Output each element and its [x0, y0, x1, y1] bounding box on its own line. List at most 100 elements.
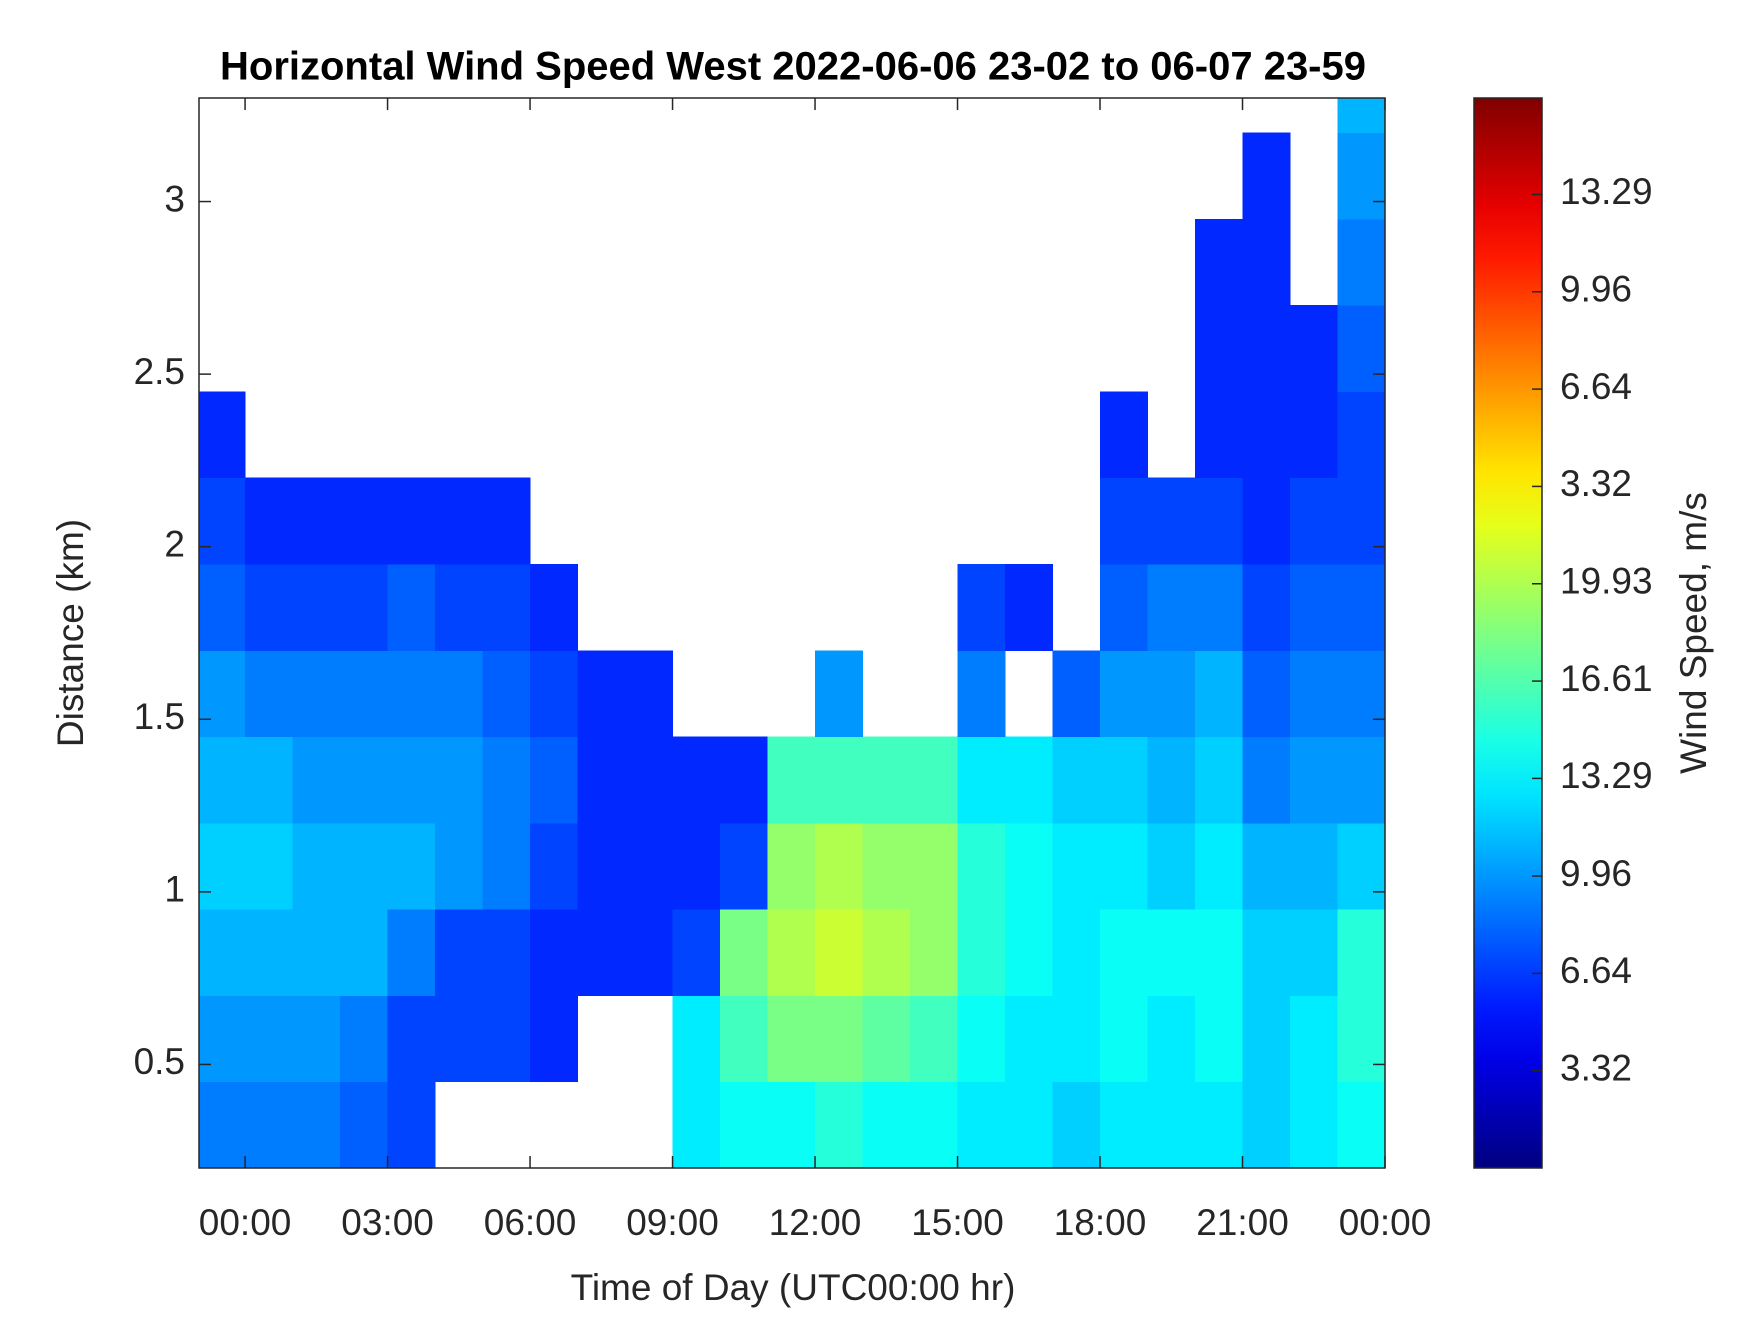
heatmap-cell [1195, 477, 1244, 565]
heatmap-cell [1147, 563, 1196, 651]
heatmap-cell [199, 391, 246, 479]
heatmap-cell [815, 822, 864, 910]
y-tick-label: 2 [164, 523, 185, 564]
heatmap-cell [957, 995, 1006, 1083]
heatmap-cell [1052, 909, 1101, 996]
heatmap-cell [767, 1081, 816, 1169]
heatmap-cell [1052, 736, 1101, 824]
heatmap-cell [1195, 1081, 1244, 1169]
heatmap-cell [530, 995, 579, 1083]
colorbar-tick-label: 6.64 [1560, 366, 1632, 407]
x-tick-label: 06:00 [484, 1202, 577, 1243]
heatmap-cell [1242, 909, 1291, 996]
heatmap-cell [957, 1081, 1006, 1169]
heatmap-cell [672, 995, 721, 1083]
heatmap-cell [292, 822, 341, 910]
heatmap-cell [340, 909, 389, 996]
heatmap-cell [910, 822, 959, 910]
heatmap-cell [1147, 995, 1196, 1083]
heatmap-cell [910, 736, 959, 824]
heatmap-cell [482, 822, 531, 910]
heatmap-cell [1242, 391, 1291, 479]
heatmap-cell [1337, 218, 1386, 306]
heatmap-cell [957, 822, 1006, 910]
heatmap-cell [435, 909, 484, 996]
heatmap-cell [435, 477, 484, 565]
colorbar-label: Wind Speed, m/s [1673, 492, 1714, 774]
heatmap-cell [340, 736, 389, 824]
heatmap-cell [720, 736, 769, 824]
heatmap-cell [910, 1081, 959, 1169]
heatmap-cell [1242, 305, 1291, 392]
heatmap-cell [1147, 1081, 1196, 1169]
x-tick-label: 15:00 [911, 1202, 1004, 1243]
heatmap-cell [199, 995, 246, 1083]
heatmap-cell [245, 736, 294, 824]
heatmap-cell [767, 736, 816, 824]
x-tick-label: 12:00 [769, 1202, 862, 1243]
heatmap-cell [957, 563, 1006, 651]
heatmap-cell [530, 909, 579, 996]
heatmap-cell [1005, 736, 1054, 824]
y-tick-label: 0.5 [134, 1041, 185, 1082]
x-tick-label: 00:00 [1339, 1202, 1432, 1243]
heatmap-cell [672, 822, 721, 910]
heatmap-cell [245, 822, 294, 910]
heatmap-cell [910, 995, 959, 1083]
heatmap-cell [1242, 995, 1291, 1083]
heatmap-cell [862, 995, 911, 1083]
heatmap-cell [387, 909, 436, 996]
heatmap-cell [625, 822, 674, 910]
heatmap-cell [720, 1081, 769, 1169]
heatmap-cell [1290, 650, 1339, 738]
colorbar-tick-label: 13.29 [1560, 171, 1653, 212]
x-tick-label: 21:00 [1196, 1202, 1289, 1243]
heatmap-cell [1337, 909, 1386, 996]
colorbar-tick-label: 3.32 [1560, 463, 1632, 504]
heatmap-cell [1195, 305, 1244, 392]
heatmap-cell [1242, 132, 1291, 220]
heatmap-cell [862, 909, 911, 996]
heatmap-cell [577, 822, 626, 910]
heatmap-cell [1337, 391, 1386, 479]
heatmap-cell [435, 995, 484, 1083]
heatmap-cell [767, 822, 816, 910]
x-tick-label: 03:00 [341, 1202, 434, 1243]
heatmap-cell [1005, 909, 1054, 996]
heatmap-cell [1195, 391, 1244, 479]
heatmap-cell [292, 909, 341, 996]
heatmap-cell [625, 909, 674, 996]
heatmap-cell [1290, 305, 1339, 392]
heatmap-cell [482, 650, 531, 738]
heatmap-cell [910, 909, 959, 996]
heatmap-cell [530, 650, 579, 738]
heatmap-cell [1195, 650, 1244, 738]
colorbar [1473, 97, 1543, 1169]
heatmap-cell [1100, 1081, 1149, 1169]
x-tick-label: 09:00 [626, 1202, 719, 1243]
heatmap-cell [245, 650, 294, 738]
heatmap-cell [1337, 650, 1386, 738]
heatmap-cell [245, 477, 294, 565]
heatmap-cell [1147, 736, 1196, 824]
heatmap-cell [672, 909, 721, 996]
heatmap-cell [1290, 909, 1339, 996]
heatmap-cell [815, 909, 864, 996]
heatmap-cell [292, 995, 341, 1083]
x-tick-label: 00:00 [199, 1202, 292, 1243]
heatmap-cell [1242, 563, 1291, 651]
heatmap-cell [1195, 736, 1244, 824]
heatmap-cell [815, 1081, 864, 1169]
heatmap-cell [387, 477, 436, 565]
heatmap-cell [862, 736, 911, 824]
heatmap-cell [340, 477, 389, 565]
heatmap-cell [292, 1081, 341, 1169]
heatmap-cell [1337, 477, 1386, 565]
heatmap-cell [435, 736, 484, 824]
colorbar-tick-label: 16.61 [1560, 658, 1653, 699]
heatmap-cell [482, 563, 531, 651]
heatmap-cell [530, 736, 579, 824]
heatmap-cell [1337, 132, 1386, 220]
heatmap-cell [577, 736, 626, 824]
